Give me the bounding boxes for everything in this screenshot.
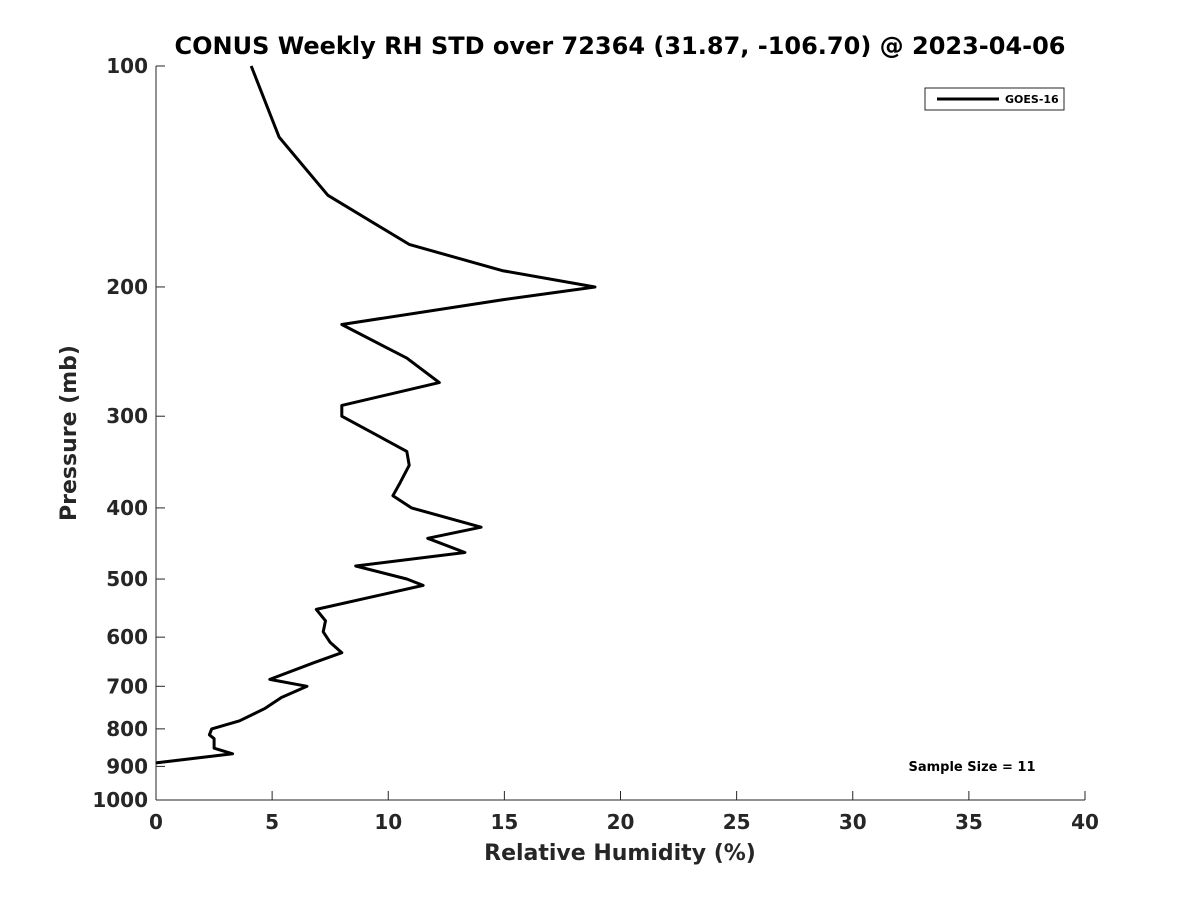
x-tick-label: 0: [149, 810, 163, 834]
y-tick-label: 300: [106, 404, 148, 428]
y-tick-label: 600: [106, 625, 148, 649]
x-tick-label: 35: [955, 810, 983, 834]
y-tick-label: 100: [106, 54, 148, 78]
x-tick-label: 15: [490, 810, 518, 834]
x-tick-label: 20: [607, 810, 635, 834]
sample-size-annotation: Sample Size = 11: [908, 760, 1035, 775]
y-tick-label: 800: [106, 717, 148, 741]
x-tick-label: 25: [723, 810, 751, 834]
x-tick-label: 5: [265, 810, 279, 834]
y-tick-label: 400: [106, 496, 148, 520]
chart-title: CONUS Weekly RH STD over 72364 (31.87, -…: [174, 32, 1065, 60]
y-tick-label: 200: [106, 275, 148, 299]
series-line-goes-16: [155, 65, 597, 765]
x-tick-label: 10: [374, 810, 402, 834]
legend-label: GOES-16: [1005, 93, 1059, 106]
y-tick-label: 1000: [92, 788, 148, 812]
x-axis-title: Relative Humidity (%): [484, 841, 756, 866]
x-tick-label: 30: [839, 810, 867, 834]
y-tick-label: 500: [106, 567, 148, 591]
x-tick-label: 40: [1071, 810, 1099, 834]
y-tick-label: 900: [106, 754, 148, 778]
y-axis-title: Pressure (mb): [57, 345, 82, 521]
y-tick-label: 700: [106, 674, 148, 698]
plot-area-background: [156, 66, 1085, 800]
